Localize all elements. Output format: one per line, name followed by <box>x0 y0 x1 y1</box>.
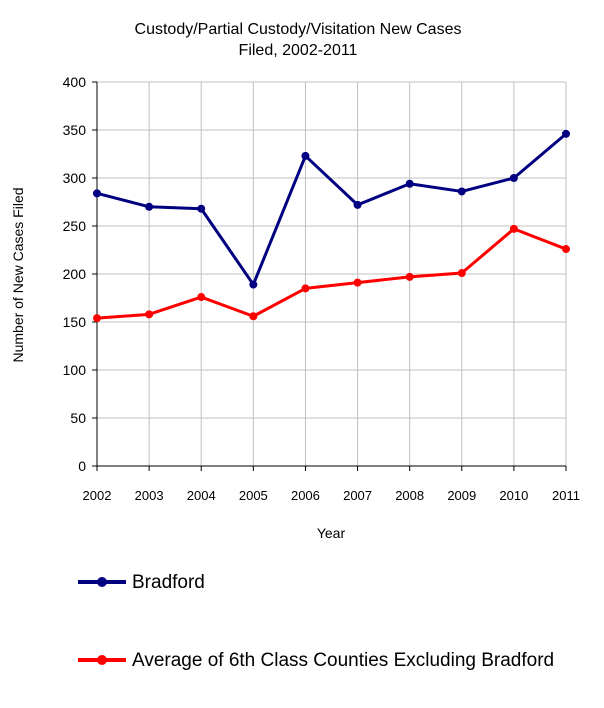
chart-title-line-1: Custody/Partial Custody/Visitation New C… <box>135 21 462 38</box>
series-1-point-2010 <box>509 224 518 233</box>
x-tick-label-2005: 2005 <box>239 488 268 503</box>
chart-title-line-2: Filed, 2002-2011 <box>239 42 358 59</box>
y-tick-label-100: 100 <box>63 362 87 378</box>
series-1-point-2007 <box>353 278 362 287</box>
gridlines <box>97 81 567 466</box>
series-0-point-2008 <box>405 179 414 188</box>
series-1-point-2006 <box>301 284 310 293</box>
y-tick-label-350: 350 <box>63 122 87 138</box>
legend-item-average: Average of 6th Class Counties Excluding … <box>78 649 598 673</box>
series-0-point-2010 <box>509 174 518 182</box>
series-1-point-2005 <box>249 312 258 321</box>
series-0-point-2009 <box>457 187 466 196</box>
series-0-point-2006 <box>301 151 310 160</box>
series-1-point-2011 <box>562 245 570 254</box>
series-0-point-2005 <box>249 280 258 289</box>
x-tick-label-2008: 2008 <box>395 488 424 503</box>
series-1-point-2003 <box>145 310 154 319</box>
x-axis-title: Year <box>317 525 346 541</box>
legend-swatch-bradford <box>78 571 126 591</box>
x-tick-label-2011: 2011 <box>552 488 580 503</box>
series-0-point-2002 <box>93 189 101 198</box>
series-1-point-2004 <box>197 293 206 302</box>
y-tick-label-0: 0 <box>78 458 86 474</box>
series-group <box>93 129 570 323</box>
y-tick-label-250: 250 <box>63 218 87 234</box>
series-1-point-2009 <box>457 269 466 278</box>
y-tick-label-400: 400 <box>63 74 87 90</box>
legend-swatch-average <box>78 649 126 669</box>
series-0-point-2004 <box>197 204 206 213</box>
y-tick-label-50: 50 <box>70 410 86 426</box>
legend-item-bradford: Bradford <box>78 571 598 595</box>
legend-label-average: Average of 6th Class Counties Excluding … <box>132 650 555 671</box>
x-tick-label-2002: 2002 <box>83 488 112 503</box>
x-tick-label-2009: 2009 <box>447 488 476 503</box>
series-1-point-2008 <box>405 272 414 281</box>
series-1-point-2002 <box>93 314 101 323</box>
x-tick-label-2004: 2004 <box>187 488 216 503</box>
y-tick-label-300: 300 <box>63 170 87 186</box>
x-axis-ticks: 2002 2003 2004 2005 2006 2007 2008 2009 2010 2011 <box>83 466 580 503</box>
series-0-point-2007 <box>353 200 362 209</box>
legend-label-bradford: Bradford <box>132 572 205 593</box>
y-axis-title: Number of New Cases Filed <box>10 187 26 362</box>
y-axis-ticks: 0 50 100 150 200 250 300 350 400 <box>63 74 97 474</box>
y-tick-label-200: 200 <box>63 266 87 282</box>
series-0-point-2011 <box>562 129 570 138</box>
x-tick-label-2010: 2010 <box>499 488 528 503</box>
series-0-point-2003 <box>145 202 154 211</box>
y-tick-label-150: 150 <box>63 314 87 330</box>
x-tick-label-2006: 2006 <box>291 488 320 503</box>
x-tick-label-2003: 2003 <box>135 488 164 503</box>
line-chart: Custody/Partial Custody/Visitation New C… <box>10 21 580 541</box>
x-tick-label-2007: 2007 <box>343 488 372 503</box>
series-line-0 <box>96 132 567 287</box>
series-line-1 <box>96 227 567 320</box>
